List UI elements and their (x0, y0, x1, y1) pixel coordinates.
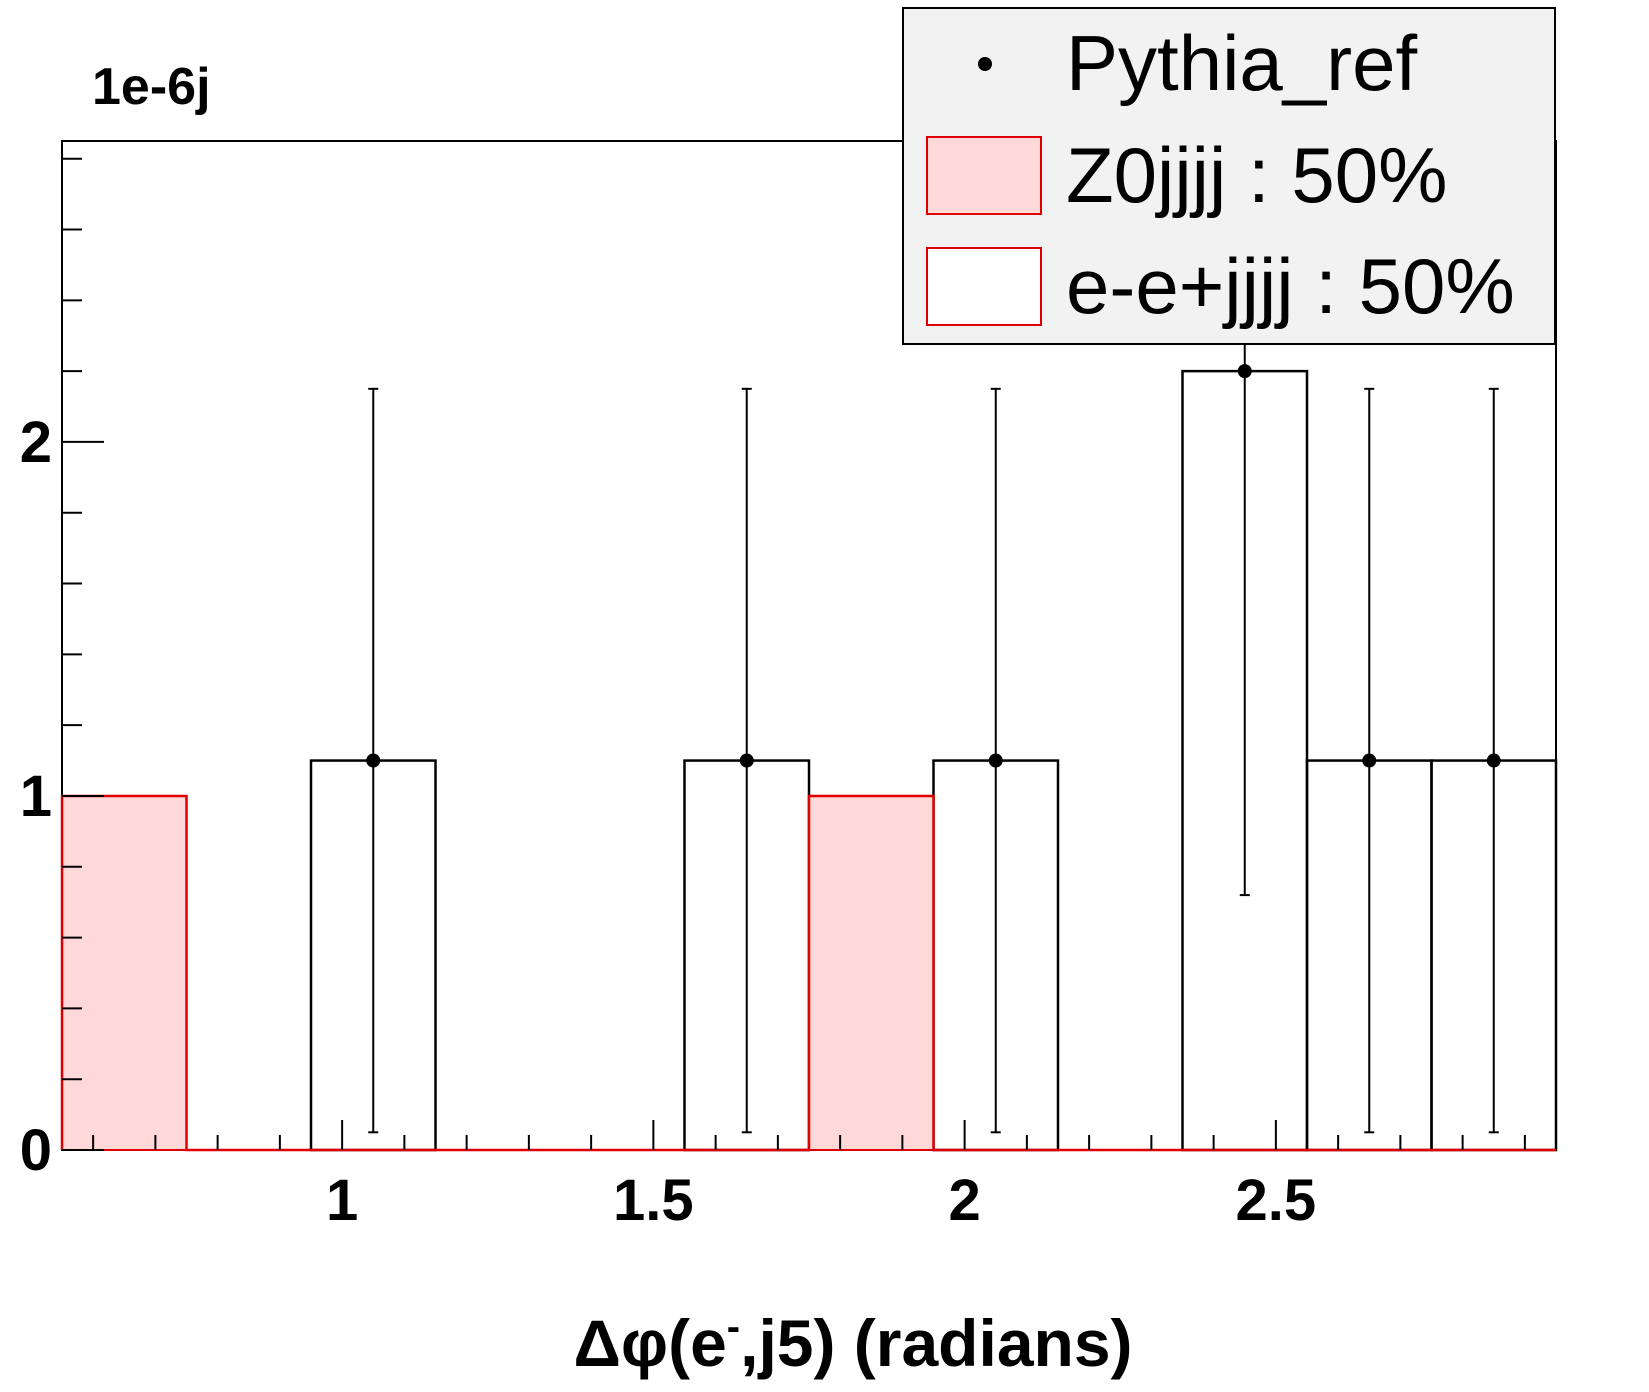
x-axis-title-main: Δφ(e (573, 1306, 726, 1380)
x-tick-label: 1.5 (613, 1168, 694, 1233)
legend-eejjjj-label: e-e+jjjj : 50% (1066, 242, 1515, 330)
x-axis-title-superscript: - (727, 1305, 740, 1349)
legend: Pythia_ref Z0jjjj : 50% e-e+jjjj : 50% (902, 7, 1556, 345)
legend-eejjjj-swatch (926, 247, 1042, 326)
pythia-point (1237, 364, 1252, 379)
x-tick-label: 1 (326, 1168, 358, 1233)
pythia-point (1362, 753, 1377, 768)
y-tick-label: 2 (20, 410, 52, 475)
x-axis-title: Δφ(e-,j5) (radians) (573, 1305, 1132, 1380)
x-tick-label: 2 (948, 1168, 980, 1233)
pythia-point (1486, 753, 1501, 768)
axes: 1 1.5 2 2.5 0 1 2 (20, 157, 1526, 1233)
pythia-point (366, 753, 381, 768)
x-tick-label: 2.5 (1236, 1168, 1317, 1233)
legend-z0jjjj-swatch (926, 136, 1042, 215)
z0jjjj-hist-bar (809, 795, 934, 1150)
data-points (366, 141, 1501, 1134)
y-tick-label: 0 (20, 1118, 52, 1183)
legend-pythia-marker (978, 57, 992, 71)
legend-z0jjjj-label: Z0jjjj : 50% (1066, 131, 1447, 219)
y-tick-label: 1 (20, 764, 52, 829)
legend-pythia-label: Pythia_ref (1066, 19, 1418, 107)
y-axis-multiplier: 1e-6j (92, 58, 211, 116)
z0jjjj-hist-bar (62, 795, 187, 1150)
x-axis-title-suffix: ,j5) (radians) (740, 1306, 1132, 1380)
pythia-point (988, 753, 1003, 768)
pythia-point (739, 753, 754, 768)
